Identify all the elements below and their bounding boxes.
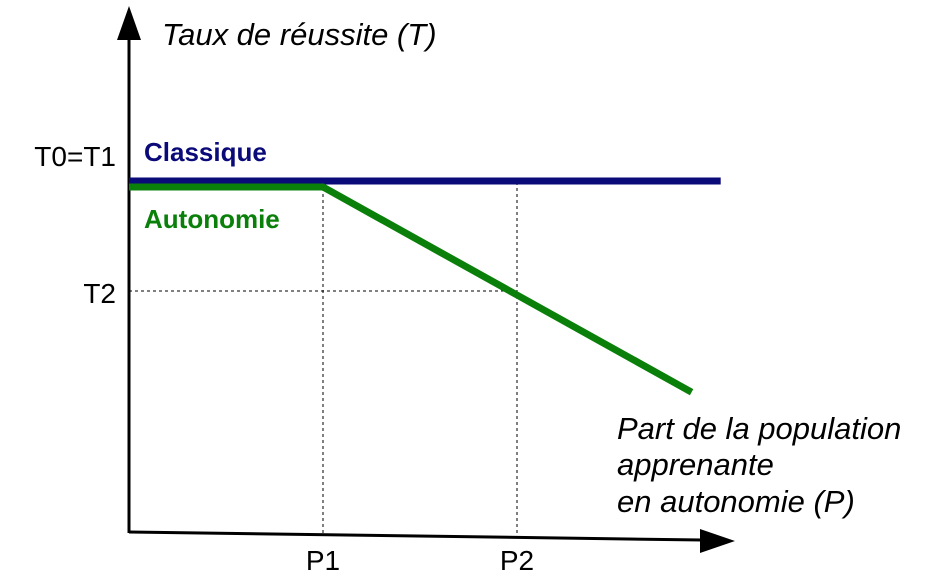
x-axis-title-line-3: en autonomie (P) (617, 484, 855, 519)
series-label-autonomie: Autonomie (144, 204, 280, 234)
y-tick-label-t0-t1: T0=T1 (34, 141, 116, 172)
x-axis-arrow (700, 529, 735, 553)
y-axis-arrow (117, 6, 141, 40)
x-axis (128, 530, 703, 542)
tick-layer: P1 P2 T0=T1 T2 (34, 141, 534, 576)
series-layer (129, 177, 721, 396)
series-label-classique: Classique (144, 137, 267, 167)
series-line-autonomie (129, 183, 694, 396)
x-axis-title-line-1: Part de la population (617, 411, 901, 446)
x-tick-label-p2: P2 (500, 545, 534, 576)
guide-lines (129, 183, 518, 533)
y-axis-title: Taux de réussite (T) (162, 17, 437, 52)
y-tick-label-t2: T2 (83, 278, 116, 309)
x-tick-label-p1: P1 (306, 545, 340, 576)
x-axis-title-line-2: apprenante (617, 447, 774, 482)
